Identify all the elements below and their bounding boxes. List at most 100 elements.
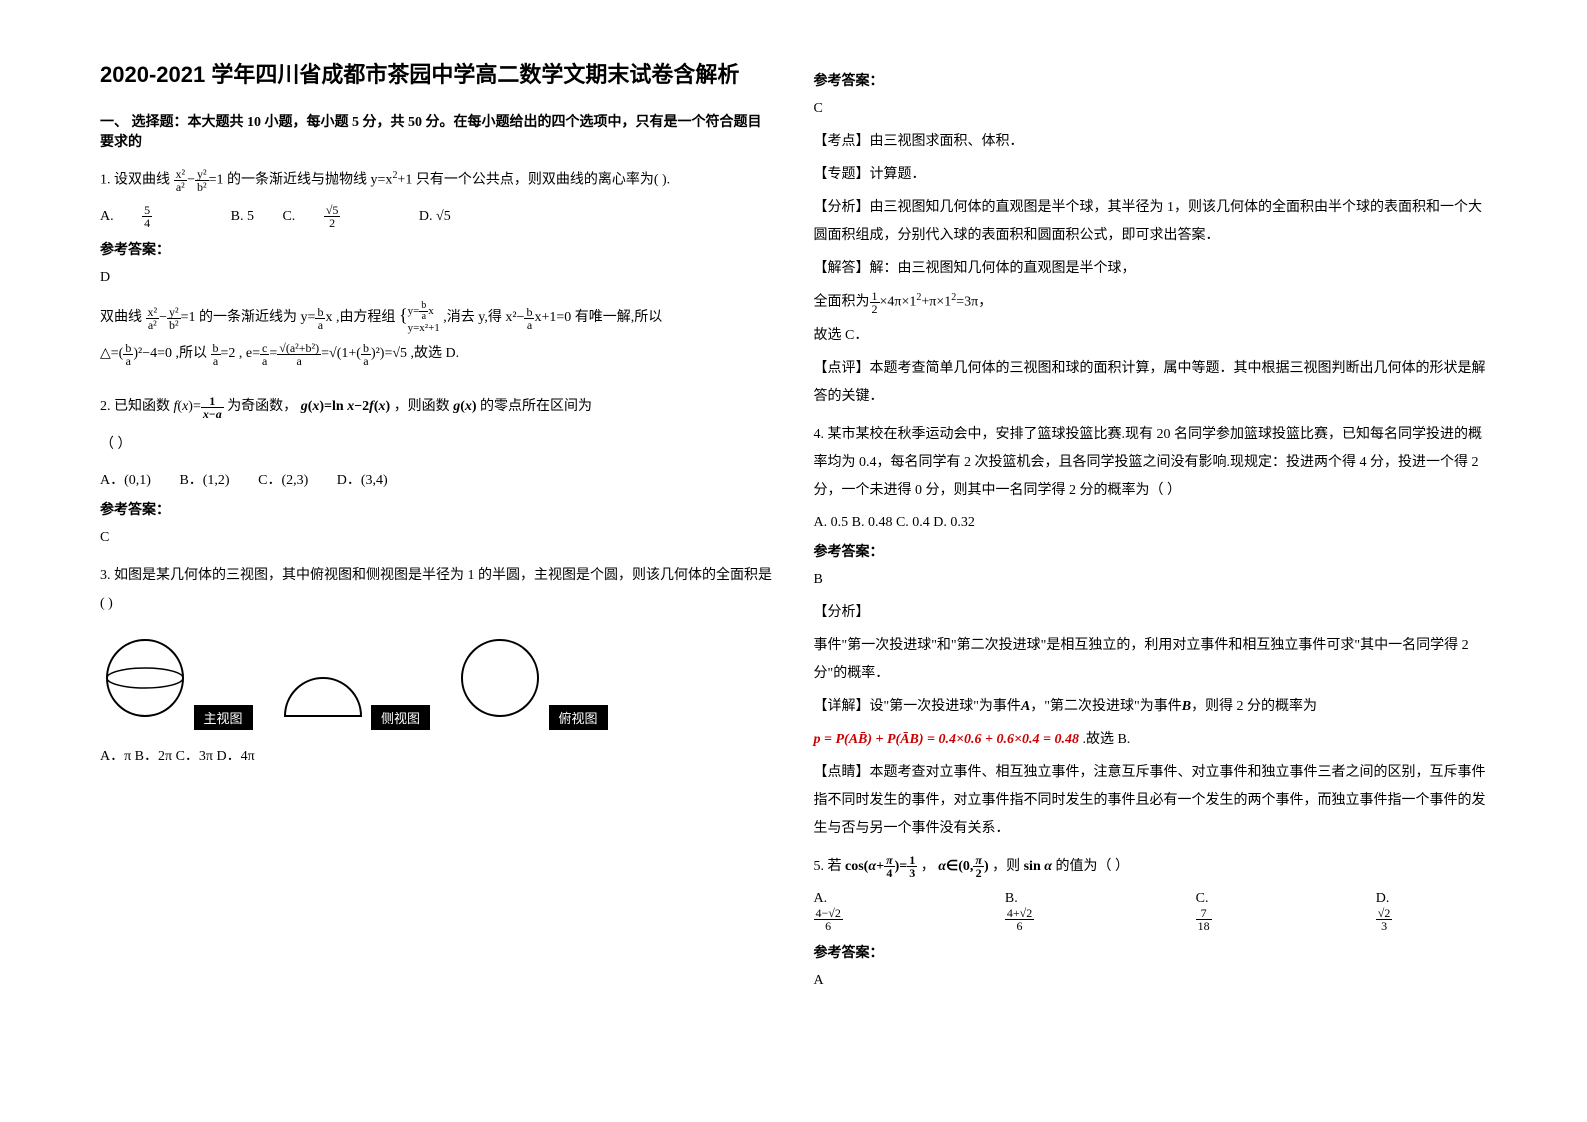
q1-expl-frac6: ba — [211, 342, 221, 367]
q3-jieda3: 故选 C． — [814, 322, 1488, 350]
q4-formula-tail: .故选 B. — [1082, 732, 1130, 747]
q3-dianping-text: 本题考查简单几何体的三视图和球的面积计算，属中等题．其中根据三视图判断出几何体的… — [814, 361, 1486, 404]
q1-expl-frac9: ba — [361, 342, 371, 367]
side-view-label: 侧视图 — [371, 705, 430, 730]
main-view-svg — [100, 633, 190, 723]
q2-opt-d: D．(3,4) — [337, 473, 388, 488]
q4-options: A. 0.5 B. 0.48 C. 0.4 D. 0.32 — [814, 515, 1488, 531]
q5-oa-d: 6 — [814, 920, 843, 932]
q1-expl1-c: ,由方程组 — [336, 310, 396, 325]
side-view: 侧视图 — [278, 668, 431, 730]
q5-frac3: π2 — [973, 854, 984, 879]
q5-opt-b: B. 4+√26 — [1005, 891, 1101, 932]
q3-dianping: 【点评】本题考查简单几何体的三视图和球的面积计算，属中等题．其中根据三视图判断出… — [814, 355, 1488, 411]
q5-frac2: 13 — [907, 854, 917, 879]
q1-expl1-d: ,消去 y,得 — [443, 310, 502, 325]
q1-opt-c-den: 2 — [324, 217, 341, 229]
top-view-svg — [455, 633, 545, 723]
q4-answer-label: 参考答案： — [814, 541, 1488, 561]
q5-oa-l: A. — [814, 891, 828, 906]
q5-oc-d: 18 — [1196, 920, 1212, 932]
q2-stem: 2. 已知函数 f(x)=1x−a 为奇函数， g(x)=ln x−2f(x) … — [100, 393, 774, 421]
q5-ob-d: 6 — [1005, 920, 1034, 932]
top-view-label: 俯视图 — [549, 705, 608, 730]
q1-opt-a-label: A. — [100, 209, 114, 224]
right-column: 参考答案： C 【考点】由三视图求面积、体积． 【专题】计算题． 【分析】由三视… — [794, 60, 1508, 1062]
top-view: 俯视图 — [455, 633, 608, 730]
q5-ob-l: B. — [1005, 891, 1018, 906]
q3-jieda2-c: +π×1 — [921, 295, 951, 310]
q1-stem-tail: +1 只有一个公共点，则双曲线的离心率为( ). — [397, 172, 670, 187]
q4-dianqing-text: 本题考查对立事件、相互独立事件，注意互斥事件、对立事件和独立事件三者之间的区别，… — [814, 765, 1486, 836]
q1-opt-c-label: C. — [282, 209, 295, 224]
q1-expl-frac8: √(a²+b²)a — [277, 342, 321, 367]
q1-explanation-1: 双曲线 x²a²−y²b²=1 的一条渐近线为 y=bax ,由方程组 {y=b… — [100, 297, 774, 335]
q2-stem-b: 为奇函数， — [227, 399, 297, 414]
q3-fenxi-text: 由三视图知几何体的直观图是半个球，其半径为 1，则该几何体的全面积由半个球的表面… — [814, 200, 1483, 243]
q3-jieda2-a: 全面积为 — [814, 295, 870, 310]
q1-system: { — [399, 305, 408, 325]
q5-od-d: 3 — [1376, 920, 1393, 932]
q5-stem-c: ，则 — [992, 859, 1020, 874]
q5-opt-d: D. √23 — [1376, 891, 1462, 932]
document-title: 2020-2021 学年四川省成都市茶园中学高二数学文期末试卷含解析 — [100, 60, 774, 91]
q3-kaodian: 【考点】由三视图求面积、体积． — [814, 128, 1488, 156]
q1-expl-frac2: y²b² — [167, 306, 181, 331]
q1-expl-frac5: ba — [123, 342, 133, 367]
q3-jieda2-b: ×4π×1 — [880, 295, 917, 310]
q4-xj-b: ，"第二次投进球"为事件 — [1030, 699, 1181, 714]
q4-xiangjie: 【详解】设"第一次投进球"为事件A，"第二次投进球"为事件B，则得 2 分的概率… — [814, 693, 1488, 721]
q5-opt-a: A. 4−√26 — [814, 891, 910, 932]
q5-oa-n: 4−√2 — [814, 907, 843, 920]
q2-answer-label: 参考答案： — [100, 499, 774, 519]
q4-fenxi-label: 【分析】 — [814, 599, 1488, 627]
q3-fenxi: 【分析】由三视图知几何体的直观图是半个球，其半径为 1，则该几何体的全面积由半个… — [814, 194, 1488, 250]
q1-expl-frac4: ba — [524, 306, 534, 331]
q1-expl-frac7: ca — [260, 342, 269, 367]
q4-formula-red: p = P(AB̄) + P(ĀB) = 0.4×0.6 + 0.6×0.4 =… — [814, 732, 1079, 747]
q3-kaodian-label: 【考点】 — [814, 134, 870, 149]
q3-jieda-label: 【解答】 — [814, 261, 870, 276]
q2-stem-d: 的零点所在区间为 — [480, 399, 592, 414]
q3-stem: 3. 如图是某几何体的三视图，其中俯视图和侧视图是半径为 1 的半圆，主视图是个… — [100, 562, 774, 618]
q1-stem-suffix: 的一条渐近线与抛物线 y=x — [227, 172, 392, 187]
q3-jieda1-text: 解：由三视图知几何体的直观图是半个球， — [870, 261, 1136, 276]
q5-answer-label: 参考答案： — [814, 942, 1488, 962]
q3-half: 12 — [870, 290, 880, 315]
q1-explanation-2: △=(ba)²−4=0 ,所以 ba=2 , e=ca=√(a²+b²)a=√(… — [100, 340, 774, 368]
main-view: 主视图 — [100, 633, 253, 730]
q3-options: A．π B．2π C．3π D．4π — [100, 745, 774, 765]
left-column: 2020-2021 学年四川省成都市茶园中学高二数学文期末试卷含解析 一、 选择… — [80, 60, 794, 1062]
q1-options: A. 54 B. 5 C. √52 D. √5 — [100, 204, 774, 229]
q1-expl2-b: ,所以 — [176, 346, 208, 361]
q1-opt-c: C. √52 — [282, 209, 390, 224]
q4-formula-text: p = P(AB̄) + P(ĀB) = 0.4×0.6 + 0.6×0.4 =… — [814, 732, 1079, 747]
q4-formula: p = P(AB̄) + P(ĀB) = 0.4×0.6 + 0.6×0.4 =… — [814, 726, 1488, 754]
q3-kaodian-text: 由三视图求面积、体积． — [870, 134, 1024, 149]
q3-zhuanti-label: 【专题】 — [814, 167, 870, 182]
q5-opt-c: C. 718 — [1196, 891, 1281, 932]
q1-hyperbola-expr: x²a² — [174, 168, 188, 193]
q5-od-n: √2 — [1376, 907, 1393, 920]
q2-stem-c: ，则函数 — [394, 399, 450, 414]
q2-stem-a: 2. 已知函数 — [100, 399, 170, 414]
q2-paren: （ ） — [100, 431, 774, 459]
q1-expl-frac1: x²a² — [146, 306, 160, 331]
q4-xj-c: ，则得 2 分的概率为 — [1191, 699, 1317, 714]
q1-expl2-c: , — [239, 346, 243, 361]
section-heading: 一、 选择题：本大题共 10 小题，每小题 5 分，共 50 分。在每小题给出的… — [100, 111, 774, 151]
q1-answer: D — [100, 264, 774, 292]
q3-answer-label: 参考答案： — [814, 70, 1488, 90]
q2-answer: C — [100, 524, 774, 552]
q2-options: A．(0,1) B．(1,2) C．(2,3) D．(3,4) — [100, 469, 774, 489]
q1-opt-b: B. 5 — [231, 209, 254, 224]
q5-oc-l: C. — [1196, 891, 1209, 906]
q1-expl1-a: 双曲线 — [100, 310, 142, 325]
q5-answer: A — [814, 967, 1488, 995]
q5-stem-a: 5. 若 — [814, 859, 842, 874]
q3-answer: C — [814, 95, 1488, 123]
q4-xiangjie-label: 【详解】 — [814, 699, 870, 714]
q1-opt-d: D. √5 — [419, 209, 451, 224]
q1-opt-a: A. 54 — [100, 209, 202, 224]
q1-expl2-a: △= — [100, 346, 119, 361]
